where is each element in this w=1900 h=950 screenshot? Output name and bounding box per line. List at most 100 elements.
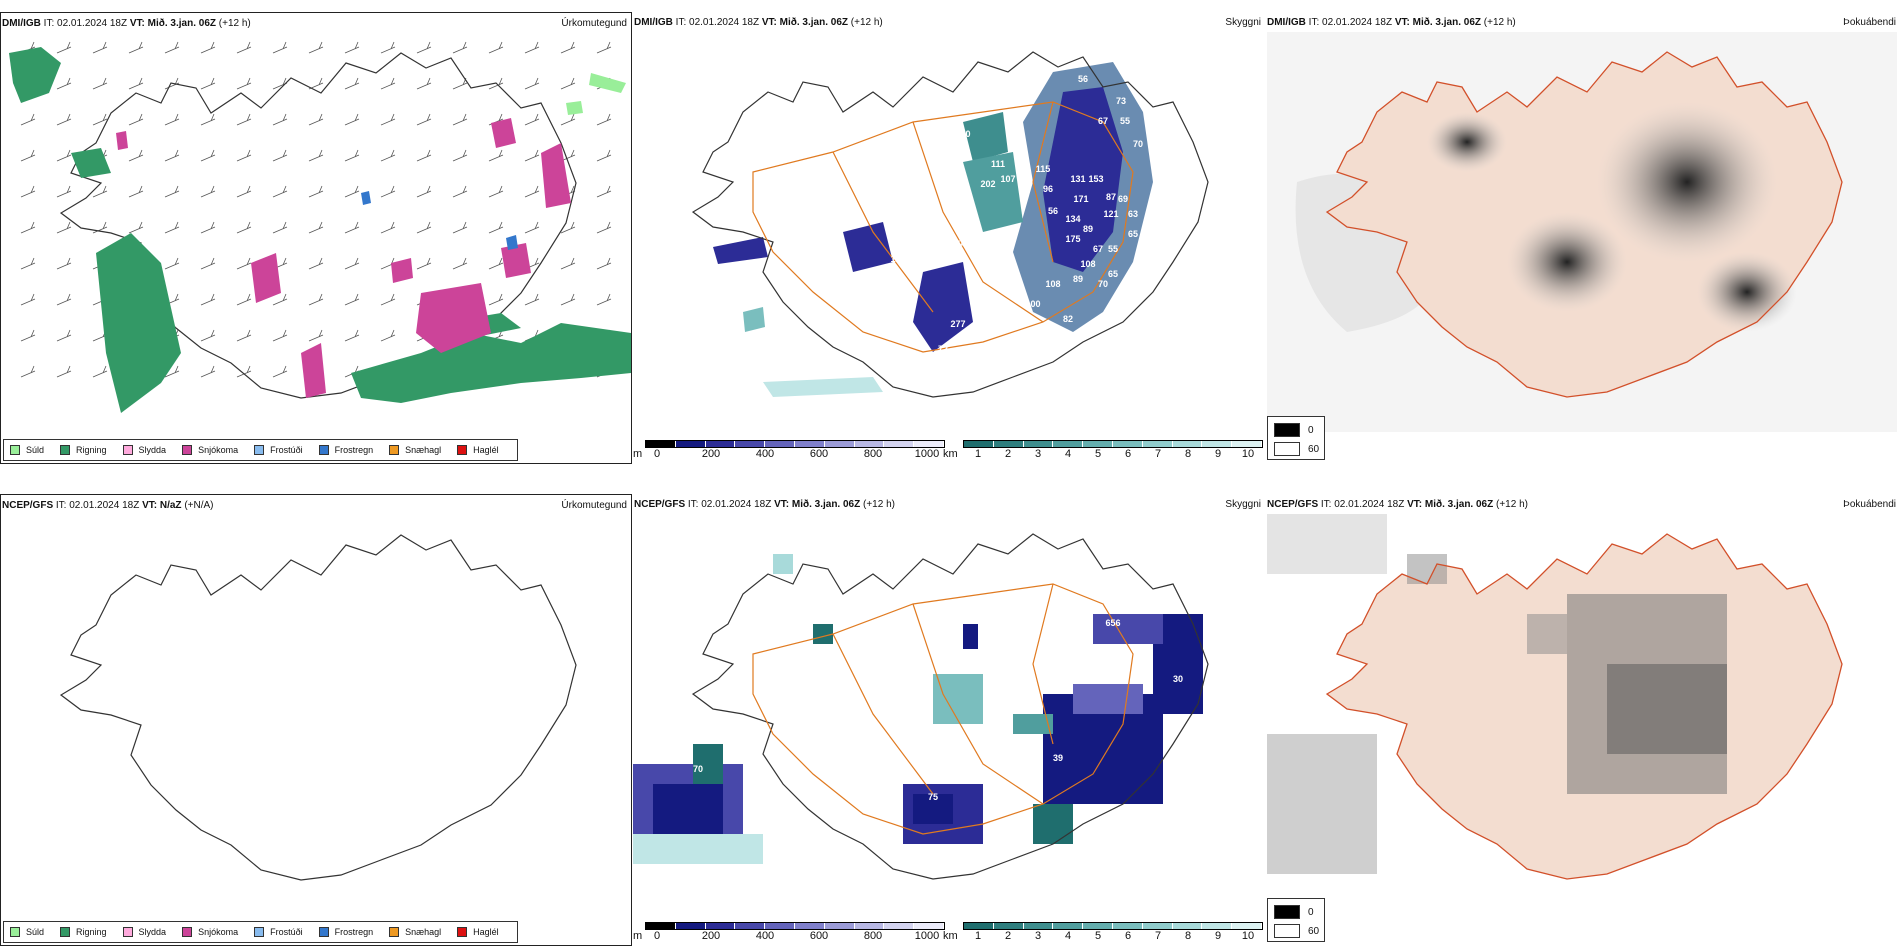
visibility-value-label: 55 <box>1108 244 1118 254</box>
colorbar-step <box>1232 923 1262 929</box>
fog-map <box>1267 32 1897 432</box>
wind-barb <box>236 113 252 126</box>
legend-label: Slydda <box>138 445 167 455</box>
legend-label: Frostúði <box>270 927 303 937</box>
wind-barb <box>200 293 216 306</box>
precip-freezing <box>361 191 518 250</box>
colorbar-tick: 800 <box>863 930 883 942</box>
it-label: IT: <box>675 17 687 28</box>
visibility-value-label: 134 <box>1065 214 1080 224</box>
legend-item-snæhagl: Snæhagl <box>389 445 441 455</box>
wind-barb <box>308 185 324 198</box>
legend-swatch <box>254 445 265 455</box>
wind-barb <box>164 41 180 54</box>
colorbar-step <box>914 441 944 447</box>
visibility-low-areas <box>713 62 1153 397</box>
colorbar-tick: 2 <box>1004 930 1012 942</box>
legend-label: Rigning <box>76 445 107 455</box>
wind-barb <box>524 77 540 90</box>
visibility-value-label: 56 <box>1048 206 1058 216</box>
legend-label: Snæhagl <box>405 927 442 937</box>
wind-barb <box>488 257 504 270</box>
legend-swatch <box>254 927 265 937</box>
colorbar-meters <box>645 922 945 930</box>
wind-barb <box>236 149 252 162</box>
wind-barb <box>416 149 432 162</box>
legend-swatch <box>10 445 20 455</box>
wind-barb <box>200 77 216 90</box>
colorbar-step <box>1083 441 1113 447</box>
wind-barb <box>200 113 216 126</box>
visibility-value-label: 72 <box>938 344 948 354</box>
wind-barb <box>416 77 432 90</box>
road-network <box>752 101 1134 353</box>
legend-item-rigning: Rigning <box>60 445 107 455</box>
visibility-value-label: 202 <box>980 179 995 189</box>
wind-barb <box>596 257 612 270</box>
panel-title: Þokuábendi <box>1843 499 1896 510</box>
visibility-value-label: 87 <box>1106 192 1116 202</box>
vt-label: VT: <box>761 17 777 28</box>
colorbar-step <box>646 441 676 447</box>
wind-barb <box>200 221 216 234</box>
lead-time: (+N/A) <box>184 500 214 511</box>
wind-barb <box>524 293 540 306</box>
legend-item-snjókoma: Snjókoma <box>182 927 238 937</box>
wind-barb <box>56 221 72 234</box>
wind-barb <box>524 185 540 198</box>
wind-barb <box>56 77 72 90</box>
wind-barb <box>488 185 504 198</box>
colorbar-tick: 8 <box>1184 448 1192 460</box>
wind-barb <box>164 365 180 378</box>
vt-label: VT: <box>1407 499 1423 510</box>
wind-barb <box>308 149 324 162</box>
wind-barb <box>452 185 468 198</box>
it-label: IT: <box>1320 499 1332 510</box>
visibility-value-label: 50 <box>1000 324 1010 334</box>
wind-barb <box>236 185 252 198</box>
colorbar-step <box>765 923 795 929</box>
colorbar-step <box>1142 923 1173 929</box>
visibility-grid-cells <box>633 554 1203 864</box>
fog-legend: 0 60 <box>1267 416 1325 460</box>
it-label: IT: <box>55 500 67 511</box>
colorbar-step <box>1083 923 1113 929</box>
wind-barb <box>92 41 108 54</box>
panel-fog-dmi: DMI/IGB IT: 02.01.2024 18Z VT: Mið. 3.ja… <box>1266 12 1900 464</box>
colorbar-tick: 4 <box>1064 448 1072 460</box>
legend-swatch <box>122 927 133 937</box>
colorbar-tick: 5 <box>1094 930 1102 942</box>
wind-barb <box>596 149 612 162</box>
legend-item-frostúði: Frostúði <box>254 927 303 937</box>
wind-barb <box>272 149 288 162</box>
wind-barb <box>380 185 396 198</box>
wind-barb <box>20 149 36 162</box>
wind-barb <box>56 185 72 198</box>
vt-label: VT: <box>774 499 790 510</box>
colorbar-step <box>705 441 736 447</box>
visibility-value-label: 175 <box>1065 234 1080 244</box>
wind-barb <box>344 41 360 54</box>
wind-barb <box>92 221 108 234</box>
legend-value-60: 60 <box>1308 443 1320 455</box>
visibility-value-label: 82 <box>1063 314 1073 324</box>
panel-visibility-gfs: NCEP/GFS IT: 02.01.2024 18Z VT: Mið. 3.j… <box>633 494 1265 946</box>
wind-barb <box>308 41 324 54</box>
colorbar-tick: 1 <box>974 448 982 460</box>
colorbar-tick: 0 <box>653 930 661 942</box>
wind-barb <box>560 293 576 306</box>
colorbar-step <box>794 441 825 447</box>
precip-legend: Súld Rigning Slydda Snjókoma Frostúði Frostre… <box>3 921 518 943</box>
legend-label: Frostregn <box>334 927 374 937</box>
vt-value: Mið. 3.jan. 06Z <box>1412 17 1481 28</box>
visibility-value-label: 70 <box>1098 279 1108 289</box>
colorbar-step <box>794 923 825 929</box>
colorbar-step <box>1112 923 1143 929</box>
panel-header: DMI/IGB IT: 02.01.2024 18Z VT: Mið. 3.ja… <box>2 18 627 32</box>
visibility-value-label: 67 <box>1093 244 1103 254</box>
wind-barb <box>452 257 468 270</box>
wind-barb <box>236 41 252 54</box>
legend-item-haglél: Haglél <box>457 445 499 455</box>
it-label: IT: <box>687 499 699 510</box>
wind-barb <box>272 185 288 198</box>
